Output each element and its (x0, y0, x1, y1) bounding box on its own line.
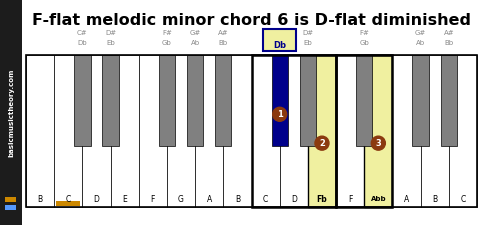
Text: Fb: Fb (317, 194, 327, 203)
Bar (449, 55, 477, 207)
Text: Bb: Bb (444, 40, 454, 46)
Bar (393, 55, 420, 207)
Bar (420, 55, 449, 207)
Bar (5, 197, 16, 202)
Text: 1: 1 (277, 110, 283, 119)
Text: Eb: Eb (106, 40, 115, 46)
Text: F-flat melodic minor chord 6 is D-flat diminished: F-flat melodic minor chord 6 is D-flat d… (32, 13, 470, 28)
Text: A#: A# (444, 30, 454, 36)
Bar (57, 201, 80, 206)
Text: Abb: Abb (371, 196, 386, 202)
Bar (300, 55, 316, 146)
Text: Db: Db (78, 40, 87, 46)
Text: Gb: Gb (162, 40, 172, 46)
Text: 2: 2 (319, 139, 325, 148)
Text: D: D (291, 194, 297, 203)
Text: F#: F# (360, 30, 369, 36)
Text: C: C (66, 194, 71, 203)
Bar (308, 55, 336, 207)
Text: C: C (460, 194, 466, 203)
Bar (364, 55, 393, 207)
Bar (102, 55, 119, 146)
Text: D: D (94, 194, 99, 203)
Bar (5, 205, 16, 210)
Bar (26, 55, 477, 207)
Bar (441, 55, 457, 146)
Bar (272, 55, 288, 146)
Text: Ab: Ab (191, 40, 200, 46)
Text: B: B (432, 194, 437, 203)
Text: 3: 3 (375, 139, 381, 148)
Text: C#: C# (77, 30, 88, 36)
Text: B: B (235, 194, 240, 203)
Bar (356, 55, 372, 146)
Text: G#: G# (190, 30, 201, 36)
Bar (252, 55, 336, 207)
Text: F#: F# (162, 30, 172, 36)
Text: C: C (263, 194, 268, 203)
Bar (83, 55, 110, 207)
Text: D#: D# (105, 30, 116, 36)
Circle shape (315, 136, 329, 150)
Bar (159, 55, 175, 146)
Bar (187, 55, 204, 146)
Bar (54, 55, 83, 207)
Text: E: E (122, 194, 127, 203)
Text: Gb: Gb (360, 40, 369, 46)
Circle shape (372, 136, 385, 150)
Bar (215, 55, 231, 146)
Circle shape (273, 107, 287, 121)
Text: F: F (348, 194, 352, 203)
Text: A: A (404, 194, 409, 203)
Text: G: G (178, 194, 184, 203)
Bar (195, 55, 223, 207)
Text: A#: A# (218, 30, 228, 36)
Text: Ab: Ab (416, 40, 425, 46)
Bar (74, 55, 91, 146)
Text: A: A (206, 194, 212, 203)
Text: D#: D# (302, 30, 313, 36)
Text: F: F (151, 194, 155, 203)
Text: B: B (37, 194, 43, 203)
Bar (264, 29, 296, 51)
Bar (280, 55, 308, 207)
Bar (139, 55, 167, 207)
Bar (167, 55, 195, 207)
Text: basicmusictheory.com: basicmusictheory.com (8, 68, 14, 157)
Text: Eb: Eb (303, 40, 312, 46)
Bar (412, 55, 429, 146)
Bar (252, 55, 280, 207)
Text: Bb: Bb (219, 40, 228, 46)
Bar (110, 55, 139, 207)
Bar (0, 0, 22, 225)
Bar (26, 55, 54, 207)
Bar (336, 55, 393, 207)
Text: G#: G# (415, 30, 426, 36)
Text: Db: Db (273, 40, 286, 50)
Bar (336, 55, 364, 207)
Bar (223, 55, 252, 207)
